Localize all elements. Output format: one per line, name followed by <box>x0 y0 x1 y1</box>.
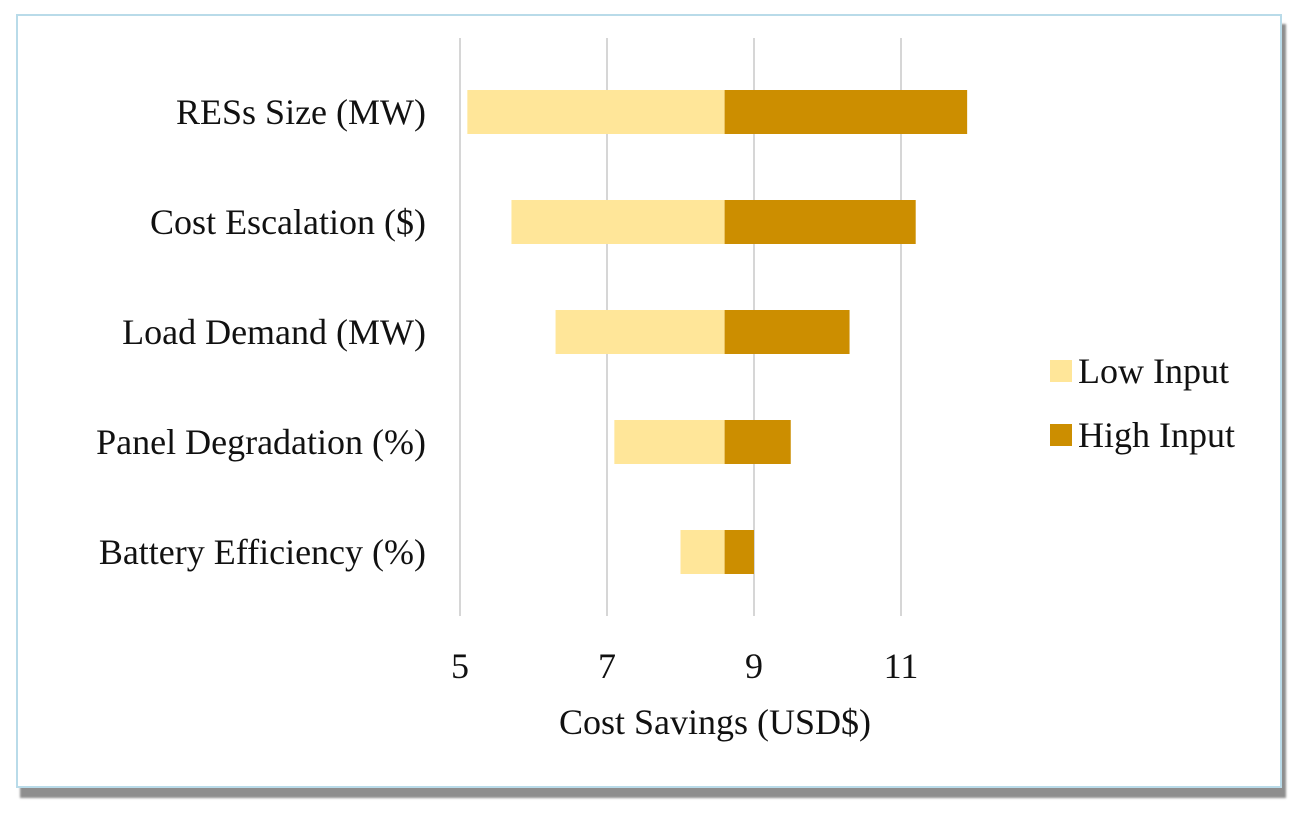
bar-low-input <box>467 90 725 134</box>
bar-low-input <box>614 420 725 464</box>
legend-swatch <box>1050 424 1072 446</box>
bar-low-input <box>680 530 725 574</box>
chart-frame: RESs Size (MW) Cost Escalation ($) Load De… <box>16 14 1282 788</box>
bar-high-input <box>724 530 754 574</box>
legend-label: Low Input <box>1078 351 1229 391</box>
bar-high-input <box>724 420 791 464</box>
bar-high-input <box>724 90 968 134</box>
bar-high-input <box>724 200 916 244</box>
legend-label: High Input <box>1078 415 1235 455</box>
x-tick-label: 7 <box>598 646 616 686</box>
category-labels: RESs Size (MW) Cost Escalation ($) Load De… <box>96 92 426 572</box>
bar-high-input <box>724 310 850 354</box>
x-tick-label: 9 <box>745 646 763 686</box>
bars <box>467 90 968 574</box>
category-label: Cost Escalation ($) <box>150 202 426 242</box>
category-label: Load Demand (MW) <box>122 312 426 352</box>
legend: Low Input High Input <box>1050 351 1235 455</box>
tornado-chart: RESs Size (MW) Cost Escalation ($) Load De… <box>96 38 1235 742</box>
category-label: Panel Degradation (%) <box>96 422 426 462</box>
bar-low-input <box>555 310 725 354</box>
category-label: RESs Size (MW) <box>176 92 426 132</box>
category-label: Battery Efficiency (%) <box>99 532 426 572</box>
x-tick-label: 5 <box>451 646 469 686</box>
x-tick-labels: 5 7 9 11 <box>451 646 918 686</box>
bar-low-input <box>511 200 725 244</box>
legend-swatch <box>1050 360 1072 382</box>
x-axis-title: Cost Savings (USD$) <box>559 702 871 742</box>
x-tick-label: 11 <box>884 646 919 686</box>
